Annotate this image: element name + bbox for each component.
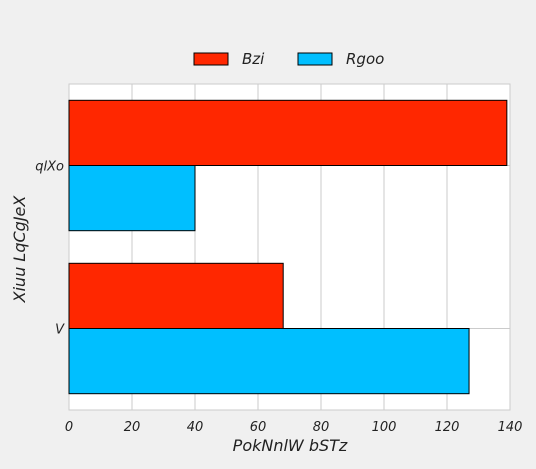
bars [68, 99, 508, 395]
bar-bzi-qlxo [68, 99, 508, 166]
legend-label-rgoo: Rgoo [346, 50, 384, 68]
bar-bzi-v [68, 262, 284, 329]
y-axis-title: Xiuu LqCgJeX [10, 195, 29, 304]
x-tick-label: 40 [187, 420, 204, 435]
x-tick-label: 140 [498, 420, 523, 435]
legend-swatch-rgoo [297, 52, 333, 66]
bar-rgoo-v [68, 328, 470, 395]
x-tick-label: 20 [124, 420, 141, 435]
y-tick-label: V [55, 323, 65, 338]
x-tick-label: 60 [250, 420, 267, 435]
bar-rgoo-qlxo [68, 165, 196, 232]
x-tick-label: 100 [372, 420, 397, 435]
x-tick-label: 120 [435, 420, 460, 435]
y-tick-label: qlXo [35, 160, 64, 175]
legend: Bzi Rgoo [193, 50, 384, 68]
legend-label-bzi: Bzi [242, 50, 265, 68]
x-tick-labels: 0 20 40 60 80 100 120 140 [65, 420, 523, 435]
x-tick-label: 80 [313, 420, 330, 435]
legend-swatch-bzi [193, 52, 229, 66]
x-axis-title: PokNnlW bSTz [233, 436, 348, 455]
x-tick-label: 0 [65, 420, 73, 435]
